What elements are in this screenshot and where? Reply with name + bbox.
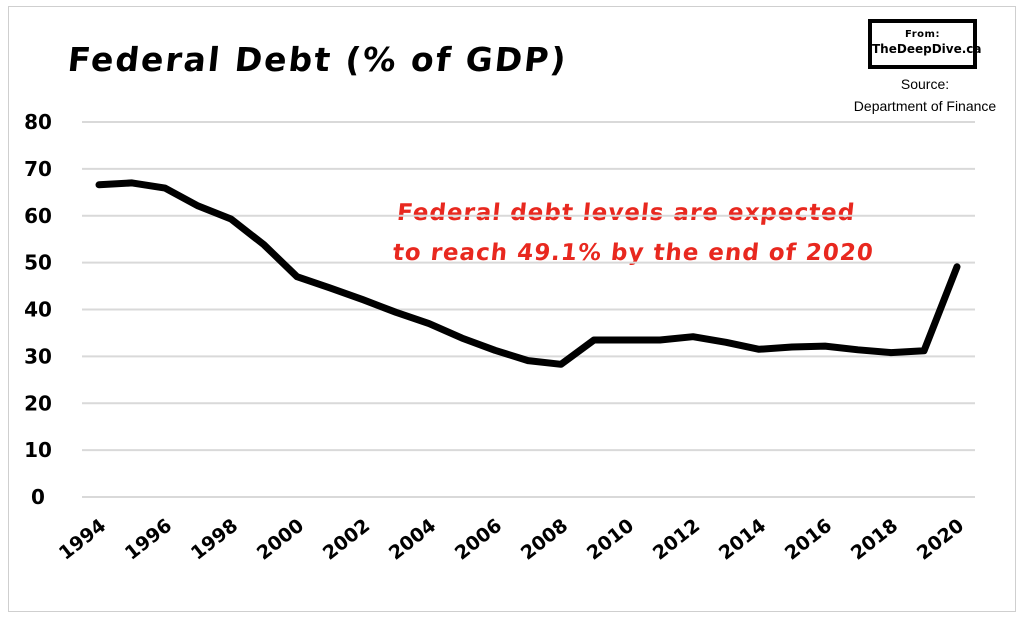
data-point xyxy=(890,352,892,354)
data-point xyxy=(395,311,397,313)
x-tick-label: 2004 xyxy=(385,515,440,565)
data-point xyxy=(923,350,925,352)
data-point xyxy=(197,205,199,207)
data-point xyxy=(362,299,364,301)
x-tick-label: 2016 xyxy=(781,515,836,565)
source-label: Source: xyxy=(900,76,950,92)
data-point xyxy=(230,218,232,220)
x-tick-label: 2006 xyxy=(451,515,506,565)
data-point xyxy=(296,276,298,278)
y-tick-label: 50 xyxy=(24,251,52,275)
x-tick-label: 2010 xyxy=(583,515,638,565)
x-tick-label: 2002 xyxy=(319,515,374,565)
data-point xyxy=(593,339,595,341)
data-point xyxy=(131,182,133,184)
y-tick-label: 10 xyxy=(24,438,52,462)
x-tick-label: 1994 xyxy=(55,515,110,565)
source-name: Department of Finance xyxy=(853,98,997,114)
y-tick-label: 80 xyxy=(24,110,52,134)
x-tick-label: 2008 xyxy=(517,515,572,565)
data-point xyxy=(725,341,727,343)
data-point xyxy=(461,337,463,339)
x-tick-label: 1996 xyxy=(121,515,176,565)
source-badge: From: TheDeepDive.ca xyxy=(868,19,982,69)
y-tick-label: 60 xyxy=(24,204,52,228)
x-tick-label: 1998 xyxy=(187,515,242,565)
y-tick-label: 70 xyxy=(24,157,52,181)
data-point xyxy=(164,187,166,189)
badge-site-label: TheDeepDive.ca xyxy=(872,42,982,56)
data-point xyxy=(98,184,100,186)
x-tick-label: 2000 xyxy=(253,515,308,565)
y-tick-label: 40 xyxy=(24,298,52,322)
badge-from-label: From: xyxy=(905,29,940,40)
y-tick-label: 30 xyxy=(24,344,52,368)
x-tick-label: 2014 xyxy=(715,515,770,565)
data-point xyxy=(692,336,694,338)
data-point xyxy=(956,266,958,268)
data-point xyxy=(494,349,496,351)
series-line xyxy=(95,179,961,368)
source-note: Source: Department of Finance xyxy=(845,73,1005,117)
data-point xyxy=(560,363,562,365)
data-point xyxy=(824,345,826,347)
x-tick-label: 2020 xyxy=(913,515,968,565)
data-point xyxy=(758,348,760,350)
data-point xyxy=(428,323,430,325)
x-tick-label: 2018 xyxy=(847,515,902,565)
data-point xyxy=(329,287,331,289)
y-tick-label: 20 xyxy=(24,391,52,415)
data-point xyxy=(857,349,859,351)
data-point xyxy=(659,339,661,341)
data-point xyxy=(527,360,529,362)
data-point xyxy=(626,339,628,341)
y-tick-label: 0 xyxy=(31,485,45,509)
x-tick-label: 2012 xyxy=(649,515,704,565)
data-point xyxy=(791,346,793,348)
data-point xyxy=(263,244,265,246)
